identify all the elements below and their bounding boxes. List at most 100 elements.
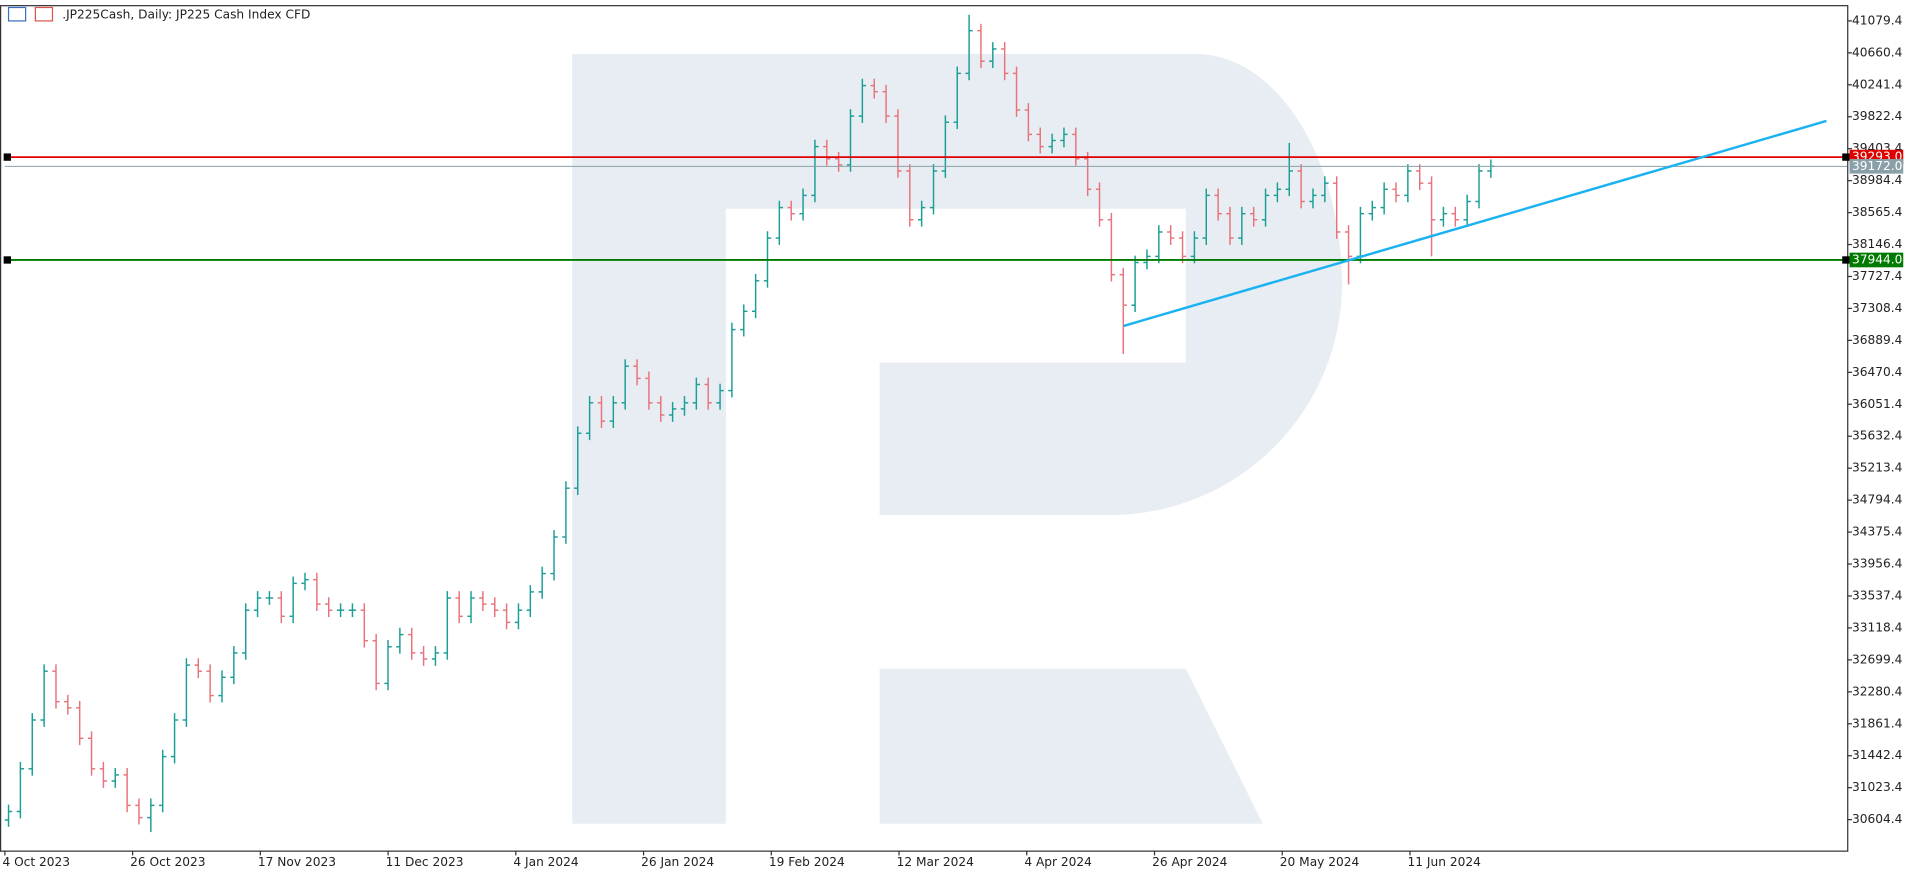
icon	[34, 6, 54, 22]
x-tick-label: 17 Nov 2023	[258, 855, 336, 869]
ohlc-bar	[277, 591, 285, 624]
ohlc-bar	[206, 664, 214, 703]
ohlc-bar	[194, 658, 202, 679]
x-tick-label: 12 Mar 2024	[897, 855, 975, 869]
ohlc-bar	[538, 566, 546, 599]
ohlc-bar	[170, 713, 179, 764]
ohlc-bar	[1060, 127, 1068, 148]
ohlc-bar	[1451, 206, 1459, 227]
ohlc-bar	[906, 164, 914, 227]
ohlc-bar	[1167, 225, 1175, 245]
ohlc-bar	[562, 481, 570, 544]
ohlc-bar	[467, 591, 475, 624]
y-tick-label: 41079.4	[1852, 13, 1903, 27]
ohlc-bar	[336, 603, 345, 618]
ohlc-bar	[704, 377, 712, 410]
ohlc-bar	[348, 603, 357, 618]
ohlc-bar	[657, 395, 665, 422]
ohlc-bar	[775, 200, 784, 245]
ohlc-bar	[633, 359, 641, 386]
ohlc-bar	[99, 761, 108, 788]
ohlc-bar	[64, 694, 72, 715]
x-tick-label: 20 May 2024	[1280, 855, 1360, 869]
ohlc-bar	[431, 646, 440, 666]
y-tick-label: 36889.4	[1852, 333, 1903, 347]
watermark	[572, 53, 1343, 824]
ohlc-bar	[787, 200, 795, 221]
ohlc-bar	[740, 304, 748, 337]
ohlc-bar	[372, 633, 380, 691]
ohlc-bar	[550, 530, 558, 581]
ohlc-bar	[846, 109, 855, 172]
ohlc-bar	[1427, 176, 1436, 257]
ohlc-bar	[1261, 188, 1270, 227]
icon	[7, 6, 27, 22]
ohlc-bar	[455, 591, 463, 624]
level-handle	[3, 153, 11, 161]
ohlc-bar	[526, 585, 534, 618]
ohlc-bar	[1178, 231, 1187, 264]
trendline	[1123, 119, 1827, 328]
ohlc-bar	[621, 359, 629, 410]
x-tick-label: 4 Apr 2024	[1024, 855, 1092, 869]
ohlc-bar	[76, 700, 84, 746]
ohlc-bar	[1238, 206, 1246, 245]
ohlc-bar	[384, 639, 392, 691]
ohlc-bar	[135, 798, 143, 825]
ohlc-bar	[111, 768, 119, 788]
y-tick-label: 32699.4	[1852, 652, 1903, 666]
ohlc-bar	[1036, 127, 1044, 154]
ohlc-bar	[1190, 231, 1199, 264]
ohlc-bar	[502, 603, 511, 630]
ohlc-bar	[929, 164, 938, 215]
ohlc-bar	[1285, 142, 1293, 197]
ohlc-bar	[479, 591, 487, 611]
price-box	[1849, 252, 1904, 268]
y-tick-label: 35632.4	[1852, 429, 1903, 443]
ohlc-bar	[917, 200, 926, 227]
price-box	[1849, 159, 1904, 174]
y-tick-label: 38984.4	[1852, 173, 1903, 187]
level-handle	[1842, 256, 1850, 264]
y-tick-label: 34794.4	[1852, 493, 1903, 507]
ohlc-bar	[1333, 176, 1341, 239]
ohlc-bar	[585, 395, 594, 441]
x-tick-label: 4 Jan 2024	[513, 855, 579, 869]
ohlc-bar	[1095, 182, 1104, 227]
ohlc-bar	[313, 572, 321, 611]
y-tick-label: 35213.4	[1852, 461, 1903, 475]
y-tick-label: 31861.4	[1852, 716, 1903, 730]
x-tick-label: 26 Jan 2024	[641, 855, 714, 869]
ohlc-bar	[4, 804, 13, 827]
y-tick-label: 38146.4	[1852, 237, 1903, 251]
y-tick-label: 39822.4	[1852, 109, 1903, 123]
price-label: 39172.0	[1852, 159, 1902, 173]
plot-border	[0, 5, 1849, 852]
y-tick-label: 30604.4	[1852, 812, 1903, 826]
ohlc-bar	[1439, 206, 1448, 227]
y-tick-label: 37308.4	[1852, 301, 1903, 315]
ohlc-bar	[325, 597, 333, 618]
watermark-leg	[879, 668, 1263, 824]
ohlc-bar	[1416, 164, 1424, 191]
y-tick-label: 33118.4	[1852, 620, 1903, 634]
ohlc-bar	[1475, 164, 1483, 209]
ohlc-bar	[953, 66, 961, 130]
ohlc-bar	[218, 670, 226, 703]
ohlc-bar	[823, 139, 831, 166]
x-tick-label: 19 Feb 2024	[769, 855, 845, 869]
ohlc-bar	[40, 664, 48, 727]
y-tick-label: 32280.4	[1852, 684, 1903, 698]
y-tick-label: 40660.4	[1852, 45, 1903, 59]
ohlc-bar	[1131, 255, 1139, 313]
ohlc-bar	[1024, 103, 1033, 142]
ohlc-bar	[1380, 182, 1388, 215]
ohlc-bar	[1226, 206, 1234, 245]
ohlc-bar	[159, 749, 167, 813]
ohlc-bar	[692, 377, 701, 410]
ohlc-bar	[834, 151, 843, 172]
y-tick-label: 34375.4	[1852, 525, 1903, 539]
ohlc-bar	[609, 395, 617, 428]
ohlc-bar	[230, 646, 238, 685]
